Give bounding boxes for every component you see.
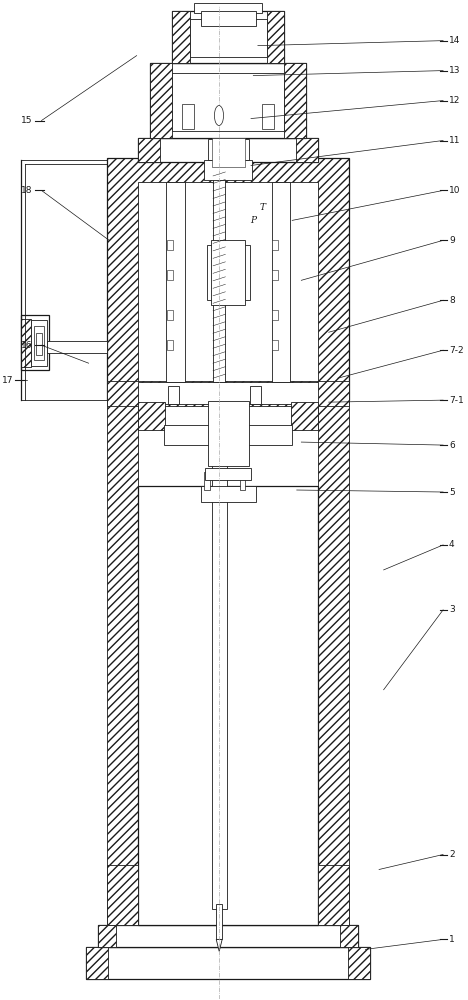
Bar (172, 11, 190, 63)
Bar (138, 486, 318, 925)
Text: 4: 4 (449, 540, 455, 549)
Bar (138, 182, 318, 382)
Bar (107, 910, 349, 925)
Bar (190, 19, 267, 57)
Bar (205, 160, 252, 180)
Bar (98, 925, 116, 947)
Bar (240, 472, 245, 490)
Bar (340, 925, 358, 947)
Bar (216, 904, 222, 939)
Bar (250, 386, 261, 404)
Bar (138, 138, 160, 162)
Bar (213, 167, 226, 382)
Bar (172, 73, 284, 131)
Bar (46, 341, 107, 353)
Bar (272, 310, 278, 320)
Text: 17: 17 (2, 376, 13, 385)
Bar (22, 319, 30, 367)
Text: 18: 18 (21, 186, 32, 195)
Bar (201, 486, 256, 502)
Bar (318, 865, 349, 925)
Text: T: T (259, 203, 265, 212)
Bar (296, 138, 318, 162)
Bar (272, 240, 278, 250)
Bar (291, 402, 318, 430)
Bar (138, 138, 318, 162)
Bar (212, 430, 227, 909)
Bar (205, 468, 251, 480)
Bar (211, 240, 245, 305)
Polygon shape (216, 939, 222, 951)
Text: 2: 2 (449, 850, 455, 859)
Bar (166, 182, 185, 382)
Text: 13: 13 (449, 66, 461, 75)
Bar (167, 270, 173, 280)
Bar (167, 310, 173, 320)
Bar (271, 182, 290, 382)
Bar (138, 382, 318, 404)
Bar (205, 472, 210, 490)
Text: 10: 10 (449, 186, 461, 195)
Circle shape (214, 106, 224, 126)
Text: 6: 6 (449, 441, 455, 450)
Bar (207, 401, 249, 466)
Bar (86, 947, 108, 979)
Bar (107, 865, 138, 925)
Bar (95, 949, 370, 979)
Text: 5: 5 (449, 488, 455, 497)
Bar (194, 3, 263, 13)
Bar (183, 104, 194, 129)
Text: 12: 12 (449, 96, 461, 105)
Bar (107, 158, 349, 400)
Text: 9: 9 (449, 236, 455, 245)
Bar (36, 333, 42, 355)
Text: 3: 3 (449, 605, 455, 614)
Bar (167, 340, 173, 350)
Bar (138, 402, 166, 430)
Bar (207, 139, 249, 160)
Bar (201, 11, 256, 26)
Bar (150, 63, 306, 138)
Bar (167, 240, 173, 250)
Bar (22, 315, 49, 370)
Bar (107, 381, 349, 406)
Text: P: P (250, 216, 256, 225)
Bar (86, 947, 370, 979)
Text: 14: 14 (449, 36, 461, 45)
Text: 15: 15 (21, 116, 32, 125)
Text: 1: 1 (449, 935, 455, 944)
Bar (272, 340, 278, 350)
Text: 7-2: 7-2 (449, 346, 464, 355)
Bar (34, 326, 44, 360)
Bar (168, 386, 179, 404)
Bar (272, 270, 278, 280)
Bar (95, 969, 370, 979)
Bar (150, 63, 172, 138)
Text: 8: 8 (449, 296, 455, 305)
Text: 11: 11 (449, 136, 461, 145)
Bar (348, 947, 370, 979)
Bar (30, 320, 46, 366)
Bar (95, 949, 102, 979)
Bar (207, 245, 249, 300)
Bar (263, 104, 274, 129)
Bar (172, 11, 284, 63)
Bar (212, 138, 245, 167)
Bar (318, 400, 349, 925)
Bar (267, 11, 284, 63)
Text: 7-1: 7-1 (449, 396, 464, 405)
Bar (284, 63, 306, 138)
Bar (98, 925, 358, 947)
Bar (107, 400, 138, 925)
Bar (164, 425, 292, 445)
Text: 16: 16 (21, 341, 32, 350)
